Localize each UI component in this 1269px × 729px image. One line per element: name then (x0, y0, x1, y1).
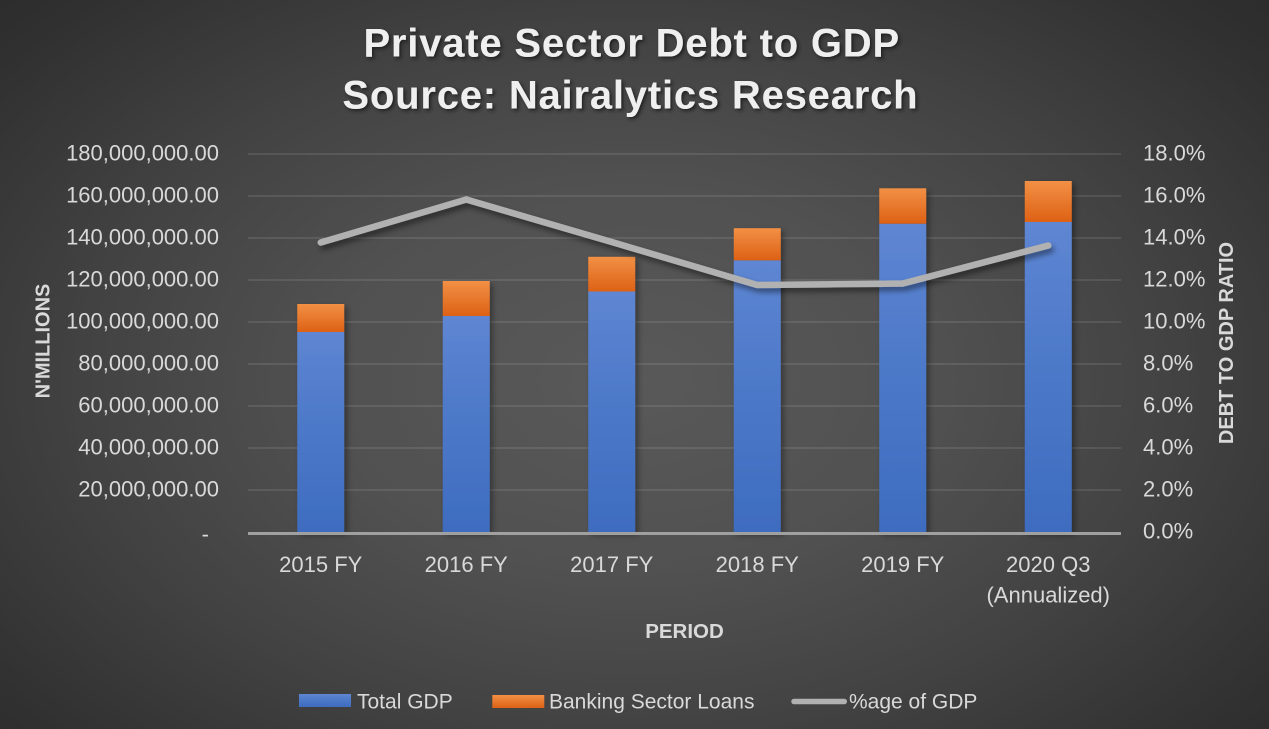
svg-text:6.0%: 6.0% (1143, 393, 1193, 418)
svg-text:14.0%: 14.0% (1143, 225, 1205, 250)
svg-text:16.0%: 16.0% (1143, 183, 1205, 208)
svg-text:20,000,000.00: 20,000,000.00 (78, 477, 219, 502)
svg-text:180,000,000.00: 180,000,000.00 (66, 141, 219, 166)
svg-text:-: - (202, 522, 209, 547)
svg-text:80,000,000.00: 80,000,000.00 (78, 351, 219, 376)
svg-text:N'MILLIONS: N'MILLIONS (33, 284, 55, 399)
svg-text:120,000,000.00: 120,000,000.00 (66, 267, 219, 292)
svg-text:160,000,000.00: 160,000,000.00 (66, 183, 219, 208)
svg-text:Private Sector Debt to GDP: Private Sector Debt to GDP (363, 22, 899, 66)
svg-text:12.0%: 12.0% (1143, 267, 1205, 292)
svg-text:2017 FY: 2017 FY (570, 552, 653, 577)
svg-text:(Annualized): (Annualized) (986, 583, 1110, 608)
svg-text:2020 Q3: 2020 Q3 (1006, 552, 1090, 577)
svg-text:%age of GDP: %age of GDP (849, 690, 977, 713)
svg-text:10.0%: 10.0% (1143, 309, 1205, 334)
svg-text:2015 FY: 2015 FY (279, 552, 362, 577)
svg-text:Source: Nairalytics Research: Source: Nairalytics Research (342, 74, 918, 118)
svg-text:2016 FY: 2016 FY (425, 552, 508, 577)
svg-text:4.0%: 4.0% (1143, 435, 1193, 460)
svg-text:18.0%: 18.0% (1143, 141, 1205, 166)
svg-text:2019 FY: 2019 FY (861, 552, 944, 577)
svg-text:140,000,000.00: 140,000,000.00 (66, 225, 219, 250)
svg-text:PERIOD: PERIOD (645, 620, 724, 643)
svg-text:Total GDP: Total GDP (357, 690, 453, 713)
svg-text:Banking Sector Loans: Banking Sector Loans (549, 690, 754, 713)
svg-text:60,000,000.00: 60,000,000.00 (78, 393, 219, 418)
svg-text:100,000,000.00: 100,000,000.00 (66, 309, 219, 334)
svg-text:8.0%: 8.0% (1143, 351, 1193, 376)
svg-text:2.0%: 2.0% (1143, 477, 1193, 502)
svg-text:40,000,000.00: 40,000,000.00 (78, 435, 219, 460)
svg-text:DEBT TO GDP RATIO: DEBT TO GDP RATIO (1216, 242, 1238, 444)
svg-text:0.0%: 0.0% (1143, 519, 1193, 544)
svg-text:2018 FY: 2018 FY (716, 552, 799, 577)
